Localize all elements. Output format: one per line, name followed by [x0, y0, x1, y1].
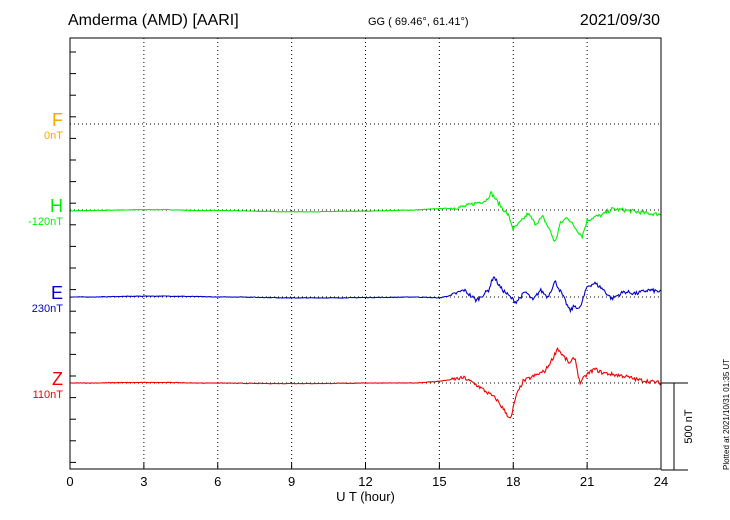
plotted-timestamp: Plotted at 2021/10/31 01:35 UT	[722, 358, 730, 470]
plot-date: 2021/09/30	[579, 12, 660, 29]
component-label-z: Z 110nT	[33, 369, 63, 402]
component-label-h: H -120nT	[28, 196, 63, 229]
scale-bar-label: 500 nT	[683, 409, 695, 444]
x-tick-label: 0	[66, 474, 73, 489]
component-f-name: F	[52, 110, 63, 130]
x-tick-label: 21	[580, 474, 594, 489]
x-tick-label: 3	[140, 474, 147, 489]
component-z-offset: 110nT	[32, 389, 63, 401]
component-e-offset: 230nT	[31, 303, 63, 315]
x-tick-label: 18	[506, 474, 520, 489]
x-tick-label: 12	[358, 474, 372, 489]
series-line-z	[69, 346, 662, 419]
x-tick-label: 9	[288, 474, 295, 489]
component-f-offset: 0nT	[44, 130, 63, 142]
x-tick-label: 24	[654, 474, 668, 489]
series-line-h	[69, 191, 662, 242]
geographic-coordinates: GG ( 69.46°, 61.41°)	[368, 16, 469, 28]
component-h-name: H	[50, 196, 63, 216]
component-label-e: E 230nT	[32, 283, 63, 316]
station-title: Amderma (AMD) [AARI]	[68, 12, 239, 29]
series-line-e	[69, 276, 662, 314]
x-tick-label: 15	[432, 474, 446, 489]
component-label-f: F 0nT	[44, 110, 63, 143]
component-e-name: E	[50, 283, 63, 303]
component-z-name: Z	[52, 369, 63, 389]
x-tick-label: 6	[214, 474, 221, 489]
x-axis-label: U T (hour)	[336, 489, 395, 504]
component-h-offset: -120nT	[28, 216, 63, 228]
